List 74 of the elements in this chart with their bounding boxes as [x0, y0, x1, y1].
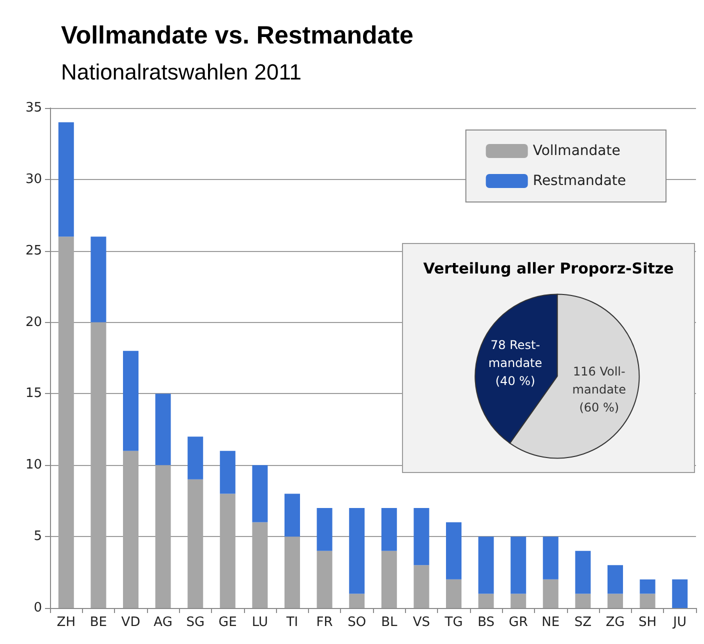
x-tick-label: VS — [412, 615, 430, 630]
bar — [220, 494, 236, 608]
bar — [349, 594, 365, 608]
x-tick-label: FR — [316, 615, 333, 630]
bar — [575, 550, 591, 594]
bar — [316, 550, 332, 608]
bar — [90, 322, 106, 608]
x-tick-label: SO — [348, 615, 366, 630]
bar — [58, 122, 74, 237]
bar — [90, 236, 106, 322]
bar — [155, 394, 171, 466]
bar — [608, 565, 623, 594]
bar — [252, 522, 268, 608]
x-tick-label: NE — [542, 615, 560, 630]
x-tick-label: BE — [90, 615, 108, 630]
legend-label: Restmandate — [532, 173, 626, 189]
bar — [188, 479, 204, 608]
bar — [123, 350, 138, 451]
bar — [575, 594, 591, 608]
bar — [284, 494, 300, 537]
bar — [188, 436, 204, 480]
x-tick-label: AG — [154, 615, 172, 630]
bar — [123, 450, 138, 608]
bar — [349, 508, 365, 594]
bar — [672, 579, 688, 608]
x-tick-label: SZ — [574, 615, 592, 630]
bar — [510, 536, 526, 594]
x-tick-label: GR — [508, 615, 528, 630]
x-tick-label: GE — [218, 615, 237, 630]
x-tick-label: SH — [638, 615, 657, 630]
chart-subtitle: Nationalratswahlen 2011 — [61, 60, 302, 84]
bar — [478, 594, 494, 608]
data-label: 78 Rest- mandate (40 %) — [488, 338, 542, 388]
x-tick-label: ZG — [606, 615, 625, 630]
bar — [608, 594, 623, 608]
bar — [446, 522, 462, 580]
bar — [414, 565, 430, 608]
y-tick-label: 15 — [25, 386, 42, 402]
x-tick-label: TG — [444, 615, 463, 630]
y-tick-label: 30 — [25, 172, 42, 187]
y-tick-label: 0 — [34, 600, 42, 616]
x-tick-label: VD — [121, 615, 140, 630]
x-tick-label: TI — [285, 615, 298, 630]
bar — [381, 508, 397, 551]
x-tick-label: BS — [478, 615, 495, 630]
y-tick-label: 20 — [25, 314, 42, 330]
legend-label: Vollmandate — [532, 143, 620, 159]
y-tick-label: 35 — [25, 100, 42, 116]
chart-title: Verteilung aller Proporz-Sitze — [423, 260, 674, 278]
chart-title: Vollmandate vs. Restmandate — [61, 22, 414, 50]
data-label: 116 Voll- mandate (60 %) — [572, 364, 626, 415]
bar — [640, 594, 656, 608]
bar — [155, 465, 171, 608]
bar — [542, 536, 558, 580]
bar — [542, 579, 558, 608]
bar — [316, 508, 332, 551]
bar — [414, 508, 430, 566]
bar — [58, 236, 74, 608]
bar — [381, 550, 397, 608]
y-tick-label: 25 — [25, 243, 42, 258]
x-tick-label: JU — [672, 615, 687, 630]
x-tick-label: ZH — [56, 615, 76, 630]
bar — [252, 465, 268, 522]
bar — [510, 594, 526, 608]
y-tick-label: 5 — [34, 529, 42, 544]
bar — [478, 536, 494, 594]
bar — [446, 579, 462, 608]
x-tick-label: BL — [381, 615, 398, 630]
x-tick-label: LU — [252, 615, 268, 630]
bar — [640, 579, 656, 594]
bar — [220, 450, 236, 494]
x-tick-label: SG — [186, 615, 205, 630]
bar — [284, 536, 300, 608]
y-tick-label: 10 — [25, 458, 42, 473]
